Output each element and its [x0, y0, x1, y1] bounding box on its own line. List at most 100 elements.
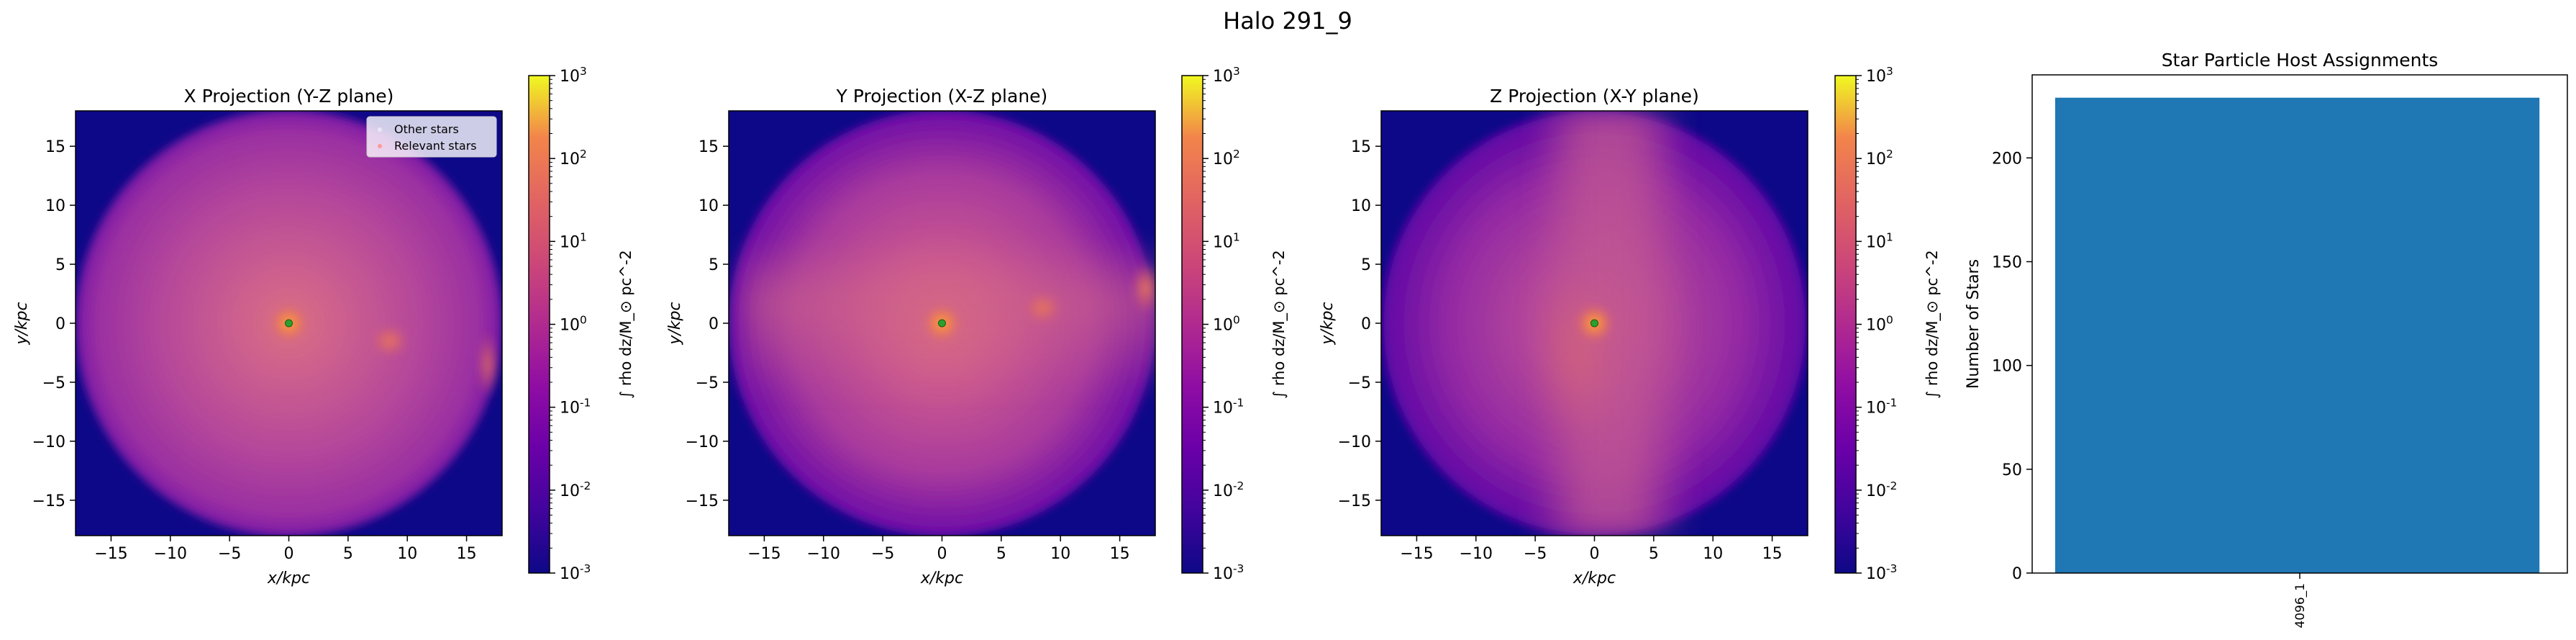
y-tick-label: −5	[696, 374, 719, 392]
gas-clump	[1131, 261, 1155, 314]
colorbar-label: ∫ rho dz/M_⊙ pc^-2	[1270, 250, 1288, 398]
projection-panel-2: −15 −15 −10 −10 −5 −5 0 0 5 5 10 10 15 15 Z Projection…	[1319, 86, 1808, 587]
y-tick-label: −10	[686, 433, 719, 451]
x-tick-label: 4096_1	[2293, 583, 2308, 628]
y-tick-label: 150	[1992, 254, 2022, 272]
y-axis-label: y/kpc	[13, 302, 31, 345]
colorbar-tick-label: 10-2	[1866, 479, 1897, 500]
colorbar-tick-label: 10-1	[1866, 397, 1897, 418]
center-marker	[938, 319, 946, 328]
y-tick-label: 0	[2012, 565, 2022, 583]
colorbar-tick-label: 10-2	[1213, 479, 1244, 500]
x-tick-label: 15	[1762, 545, 1783, 563]
y-tick-label: 10	[698, 197, 719, 215]
colorbar-gradient	[1181, 75, 1203, 574]
x-tick-label: −5	[1524, 545, 1547, 563]
colorbar-tick-label: 10-2	[560, 479, 591, 500]
x-axis-label: x/kpc	[920, 569, 963, 587]
colorbar-tick-label: 100	[560, 314, 587, 335]
colorbar-label: ∫ rho dz/M_⊙ pc^-2	[617, 250, 635, 398]
y-tick-label: 0	[55, 315, 65, 333]
y-tick-label: 15	[1351, 138, 1371, 156]
x-tick-label: 0	[1590, 545, 1600, 563]
y-tick-label: 0	[709, 315, 719, 333]
colorbar-tick-label: 100	[1866, 314, 1893, 335]
colorbar-gradient	[1834, 75, 1857, 574]
y-tick-label: 0	[1361, 315, 1371, 333]
x-tick-label: 0	[937, 545, 947, 563]
x-tick-label: 15	[1110, 545, 1130, 563]
colorbar-tick-label: 102	[1213, 148, 1240, 168]
x-tick-label: 5	[1649, 545, 1659, 563]
y-tick-label: 5	[709, 256, 719, 274]
colorbar-tick-label: 10-3	[560, 562, 591, 583]
legend-marker-relevant	[378, 144, 382, 148]
panel-title: Star Particle Host Assignments	[2162, 50, 2439, 71]
y-tick-label: −15	[686, 492, 719, 510]
legend-label: Other stars	[394, 122, 459, 136]
y-tick-label: −10	[1338, 433, 1371, 451]
y-tick-label: 15	[698, 138, 719, 156]
y-tick-label: 10	[45, 197, 65, 215]
x-tick-label: −5	[871, 545, 894, 563]
legend-marker-other	[378, 127, 382, 132]
x-tick-label: −15	[1400, 545, 1433, 563]
x-axis-label: x/kpc	[267, 569, 310, 587]
colorbar-0: 10-3 10-2 10-1 100 101 102 103 ∫ rho dz/M_⊙ pc^…	[528, 65, 635, 583]
x-tick-label: −15	[94, 545, 127, 563]
colorbar-2: 10-3 10-2 10-1 100 101 102 103 ∫ rho dz/M_⊙ pc^…	[1834, 65, 1942, 583]
colorbar-tick-label: 101	[560, 230, 587, 251]
y-tick-label: −5	[1348, 374, 1371, 392]
gas-clump	[370, 325, 409, 357]
bar-chart-panel: 4096_1 0 50 100 150 200 Star Particle Host Ass…	[1965, 50, 2568, 628]
x-axis-label: x/kpc	[1573, 569, 1616, 587]
x-tick-label: −10	[807, 545, 840, 563]
y-tick-label: −5	[42, 374, 65, 392]
legend-label: Relevant stars	[394, 139, 477, 153]
x-tick-label: 0	[284, 545, 294, 563]
bar	[2055, 97, 2540, 573]
colorbar-tick-label: 103	[1866, 65, 1893, 86]
gas-clump	[1533, 272, 1620, 446]
figure-suptitle: Halo 291_9	[1223, 7, 1352, 35]
gas-clump	[1024, 292, 1062, 324]
panel-title: Y Projection (X-Z plane)	[836, 86, 1048, 107]
legend-box	[366, 116, 497, 158]
y-tick-label: 5	[55, 256, 65, 274]
y-tick-label: 200	[1992, 150, 2022, 168]
x-tick-label: −15	[747, 545, 780, 563]
center-marker	[1590, 319, 1598, 328]
y-tick-label: −15	[1338, 492, 1371, 510]
x-tick-label: −10	[154, 545, 187, 563]
colorbar-gradient	[528, 75, 550, 574]
panel-title: Z Projection (X-Y plane)	[1490, 86, 1699, 107]
y-tick-label: 10	[1351, 197, 1371, 215]
y-tick-label: 5	[1361, 256, 1371, 274]
colorbar-1: 10-3 10-2 10-1 100 101 102 103 ∫ rho dz/M_⊙ pc^…	[1181, 65, 1288, 583]
colorbar-tick-label: 102	[560, 148, 587, 168]
x-tick-label: 5	[996, 545, 1006, 563]
colorbar-tick-label: 103	[1213, 65, 1240, 86]
colorbar-tick-label: 10-3	[1866, 562, 1897, 583]
projection-panel-0: −15 −15 −10 −10 −5 −5 0 0 5 5 10 10 15 15 X Projection…	[13, 86, 503, 587]
x-tick-label: 5	[343, 545, 353, 563]
colorbar-tick-label: 10-3	[1213, 562, 1244, 583]
colorbar-label: ∫ rho dz/M_⊙ pc^-2	[1924, 250, 1942, 398]
y-tick-label: −15	[32, 492, 65, 510]
x-tick-label: 15	[457, 545, 477, 563]
axes-frame	[2031, 74, 2568, 574]
x-tick-label: 10	[397, 545, 417, 563]
y-axis-label: Number of Stars	[1965, 259, 1983, 389]
colorbar-tick-label: 101	[1866, 230, 1893, 251]
legend: Other stars Relevant stars	[366, 116, 497, 158]
x-tick-label: −5	[218, 545, 241, 563]
projection-panel-1: −15 −15 −10 −10 −5 −5 0 0 5 5 10 10 15 15 Y Projection…	[666, 86, 1156, 587]
panel-title: X Projection (Y-Z plane)	[184, 86, 394, 107]
center-marker	[285, 319, 293, 328]
y-axis-label: y/kpc	[1319, 302, 1337, 345]
colorbar-tick-label: 101	[1213, 230, 1240, 251]
y-axis-label: y/kpc	[666, 302, 684, 345]
y-tick-label: 50	[2002, 461, 2022, 479]
colorbar-tick-label: 10-1	[1213, 397, 1244, 418]
